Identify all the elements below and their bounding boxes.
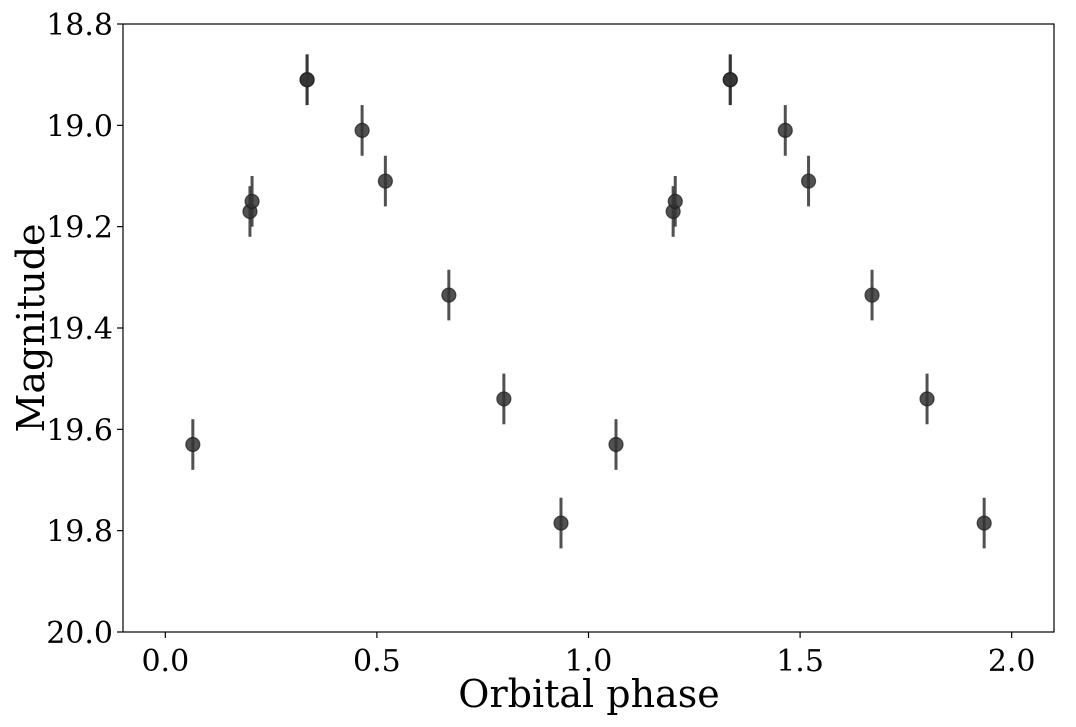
data-point	[608, 436, 624, 453]
data-point	[800, 173, 817, 189]
error-bars	[191, 54, 986, 549]
data-point	[976, 515, 992, 531]
x-tick-label: 0.5	[353, 644, 401, 679]
y-axis-label: Magnitude	[9, 223, 53, 432]
x-axis-ticks: 0.0 0.5 1.0 1.5 2.0	[141, 632, 1036, 679]
data-points	[185, 72, 992, 531]
y-tick-label: 19.2	[46, 211, 113, 246]
data-point	[722, 72, 738, 88]
y-tick-label: 19.8	[46, 515, 113, 550]
x-tick-label: 1.0	[565, 644, 613, 679]
y-tick-label: 19.4	[46, 312, 113, 347]
data-point	[777, 122, 793, 138]
y-axis-ticks: 18.8 19.0 19.2 19.4 19.6 19.8 20.0	[46, 8, 123, 651]
data-point	[185, 436, 201, 453]
data-point	[864, 287, 880, 303]
x-tick-label: 1.5	[776, 644, 824, 679]
y-tick-label: 19.0	[46, 109, 113, 144]
x-tick-label: 0.0	[141, 644, 189, 679]
data-point	[377, 173, 393, 189]
data-point	[354, 122, 370, 138]
data-point	[299, 72, 315, 88]
plot-area	[122, 23, 1055, 633]
data-point	[496, 391, 512, 407]
x-axis-label: Orbital phase	[458, 672, 719, 716]
y-tick-label: 18.8	[46, 8, 113, 43]
data-point	[244, 193, 260, 209]
y-tick-label: 20.0	[46, 616, 113, 651]
data-point	[441, 287, 457, 303]
y-tick-label: 19.6	[46, 413, 113, 448]
data-point	[553, 515, 569, 531]
data-point	[667, 193, 683, 209]
x-tick-label: 2.0	[988, 644, 1036, 679]
data-point	[919, 391, 935, 407]
